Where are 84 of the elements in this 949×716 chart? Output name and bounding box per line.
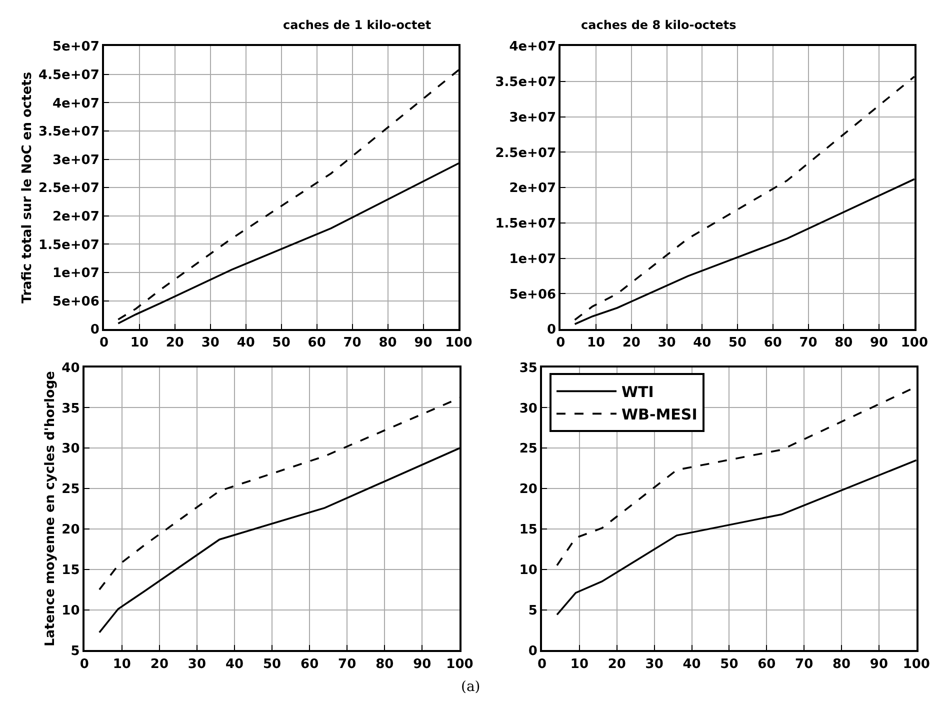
y-tick-label: 0 bbox=[547, 322, 556, 338]
x-tick-label: 20 bbox=[608, 656, 626, 672]
y-tick-label: 35 bbox=[519, 360, 538, 376]
x-tick-label: 20 bbox=[166, 336, 184, 351]
x-tick-label: 30 bbox=[188, 656, 206, 672]
x-tick-label: 70 bbox=[795, 656, 814, 672]
y-tick-label: 5e+06 bbox=[52, 294, 100, 310]
x-tick-label: 70 bbox=[799, 336, 818, 351]
x-tick-label: 10 bbox=[570, 656, 589, 672]
x-tick-label: 80 bbox=[378, 336, 397, 351]
y-tick-label: 4.5e+07 bbox=[38, 68, 100, 83]
x-tick-label: 70 bbox=[343, 336, 362, 351]
x-tick-label: 10 bbox=[130, 336, 149, 351]
x-tick-label: 40 bbox=[693, 336, 712, 351]
y-tick-label: 1e+07 bbox=[509, 252, 556, 267]
y-tick-label: 0 bbox=[90, 322, 100, 338]
x-tick-label: 50 bbox=[728, 336, 747, 351]
y-tick-label: 30 bbox=[62, 442, 80, 457]
x-tick-label: 100 bbox=[446, 656, 474, 672]
y-tick-label: 5 bbox=[70, 644, 80, 659]
x-tick-label: 50 bbox=[720, 656, 738, 672]
legend-label: WB-MESI bbox=[622, 406, 698, 424]
x-tick-label: 60 bbox=[764, 336, 782, 351]
y-tick-label: 5e+06 bbox=[509, 287, 556, 302]
x-tick-label: 80 bbox=[832, 656, 851, 672]
x-tick-label: 90 bbox=[413, 656, 432, 672]
y-tick-label: 3.5e+07 bbox=[38, 124, 100, 140]
chart-title: caches de 8 kilo-octets bbox=[581, 18, 736, 32]
y-tick-label: 40 bbox=[62, 360, 80, 376]
y-tick-label: 0 bbox=[528, 644, 538, 659]
y-tick-label: 2.5e+07 bbox=[495, 146, 556, 161]
x-tick-label: 20 bbox=[622, 336, 640, 351]
y-tick-label: 10 bbox=[519, 562, 538, 578]
x-tick-label: 100 bbox=[902, 656, 930, 672]
y-tick-label: 2.5e+07 bbox=[38, 181, 100, 196]
x-tick-label: 40 bbox=[236, 336, 255, 351]
x-tick-label: 20 bbox=[150, 656, 168, 672]
y-axis-title: Trafic total sur le NoC en octets bbox=[20, 72, 35, 304]
x-tick-label: 80 bbox=[376, 656, 394, 672]
x-tick-label: 30 bbox=[658, 336, 676, 351]
y-tick-label: 5e+07 bbox=[52, 40, 100, 55]
x-tick-label: 90 bbox=[870, 656, 888, 672]
text: (a) bbox=[461, 679, 480, 695]
x-tick-label: 30 bbox=[201, 336, 220, 351]
x-tick-label: 40 bbox=[682, 656, 701, 672]
x-tick-label: 90 bbox=[870, 336, 888, 351]
y-tick-label: 3e+07 bbox=[509, 110, 556, 126]
x-tick-label: 60 bbox=[308, 336, 326, 351]
x-tick-label: 50 bbox=[263, 656, 282, 672]
x-tick-label: 100 bbox=[445, 336, 472, 351]
chart-title: caches de 1 kilo-octet bbox=[283, 18, 432, 32]
x-tick-label: 50 bbox=[272, 336, 290, 351]
y-tick-label: 1.5e+07 bbox=[495, 216, 556, 232]
y-tick-label: 25 bbox=[519, 442, 538, 457]
y-tick-label: 3.5e+07 bbox=[495, 75, 556, 90]
y-tick-label: 20 bbox=[519, 482, 538, 498]
x-tick-label: 0 bbox=[538, 656, 547, 672]
y-tick-label: 1e+07 bbox=[52, 266, 100, 282]
x-tick-label: 60 bbox=[758, 656, 776, 672]
x-tick-label: 70 bbox=[338, 656, 356, 672]
y-tick-label: 2e+07 bbox=[509, 181, 556, 196]
y-tick-label: 3e+07 bbox=[52, 152, 100, 168]
y-axis-title: Latence moyenne en cycles d'horloge bbox=[43, 370, 58, 646]
y-tick-label: 4e+07 bbox=[509, 40, 556, 55]
y-tick-label: 25 bbox=[62, 482, 80, 498]
y-tick-label: 30 bbox=[519, 401, 538, 416]
x-tick-label: 60 bbox=[300, 656, 319, 672]
x-tick-label: 10 bbox=[586, 336, 606, 351]
x-tick-label: 100 bbox=[900, 336, 928, 351]
y-tick-label: 4e+07 bbox=[52, 96, 100, 112]
x-tick-label: 80 bbox=[834, 336, 853, 351]
y-tick-label: 35 bbox=[62, 401, 80, 416]
x-tick-label: 10 bbox=[112, 656, 131, 672]
y-tick-label: 15 bbox=[519, 522, 538, 538]
y-tick-label: 5 bbox=[528, 603, 538, 618]
y-tick-label: 20 bbox=[62, 522, 80, 538]
y-tick-label: 10 bbox=[62, 603, 80, 618]
x-tick-label: 30 bbox=[645, 656, 664, 672]
x-tick-label: 40 bbox=[225, 656, 244, 672]
y-tick-label: 2e+07 bbox=[52, 209, 100, 224]
legend-label: WTI bbox=[622, 383, 654, 402]
y-tick-label: 15 bbox=[62, 562, 80, 578]
y-tick-label: 1.5e+07 bbox=[38, 238, 100, 253]
x-tick-label: 90 bbox=[414, 336, 432, 351]
